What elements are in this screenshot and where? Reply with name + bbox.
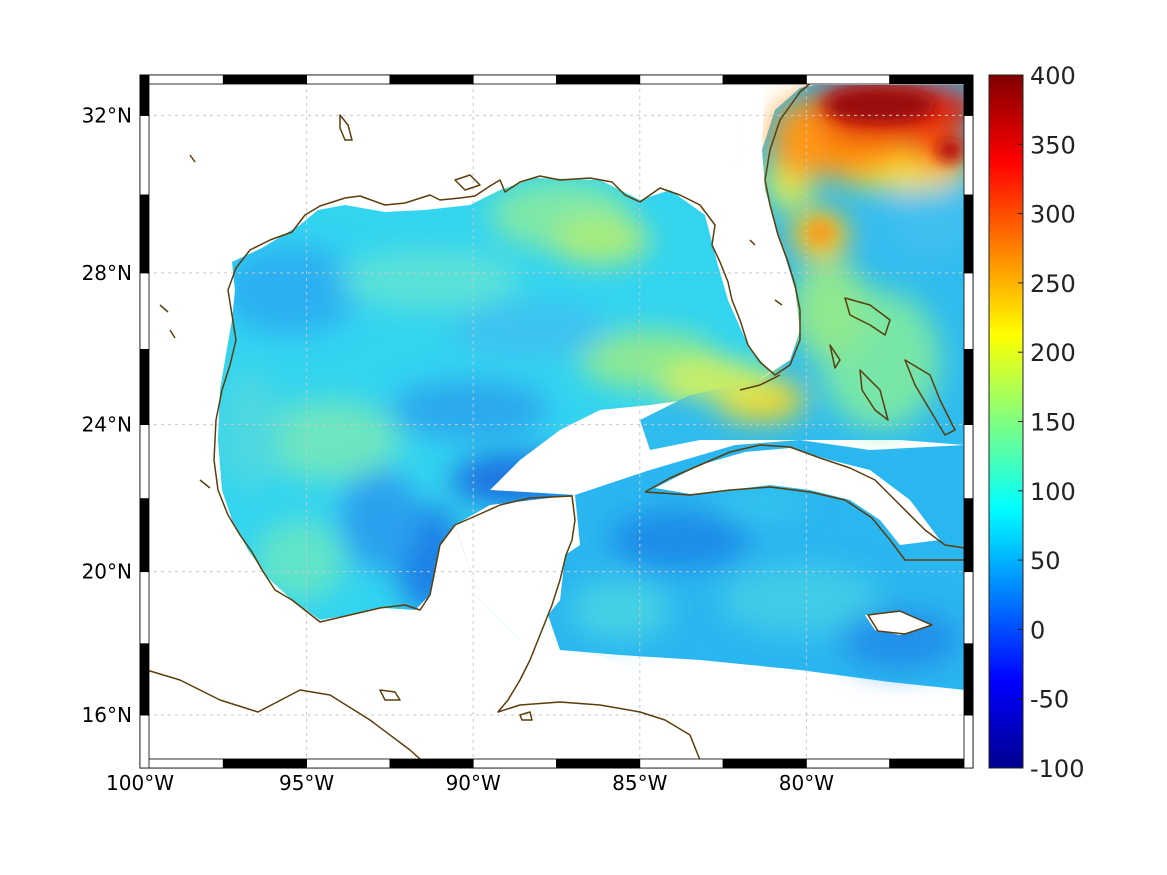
- frame-top-segment: [806, 74, 891, 85]
- frame-left-segment: [139, 498, 150, 573]
- frame-bottom-segment: [889, 758, 974, 769]
- latitude-labels: 32°N 28°N 24°N 20°N 16°N: [82, 103, 132, 727]
- lon-tick-label: 80°W: [779, 771, 834, 795]
- atlantic-field: [640, 80, 973, 450]
- frame-right-segment: [963, 714, 974, 769]
- lat-tick-label: 32°N: [82, 103, 132, 127]
- frame-right-segment: [963, 194, 974, 274]
- colorbar-label: 250: [1030, 270, 1076, 298]
- colorbar-label: -50: [1030, 686, 1069, 714]
- lon-tick-label: 95°W: [279, 771, 334, 795]
- frame-right-segment: [963, 643, 974, 716]
- colorbar: [988, 74, 1024, 769]
- colorbar-label: 350: [1030, 131, 1076, 159]
- frame-top-segment: [222, 74, 308, 85]
- frame-left-segment: [139, 272, 150, 350]
- longitude-labels: 100°W 95°W 90°W 85°W 80°W: [106, 771, 834, 795]
- frame-left-segment: [139, 643, 150, 716]
- map-frame: [139, 74, 974, 769]
- graticule-grid: [140, 75, 973, 768]
- frame-top-segment: [472, 74, 557, 85]
- lat-tick-label: 20°N: [82, 560, 132, 584]
- lat-tick-label: 16°N: [82, 703, 132, 727]
- frame-left-segment: [139, 194, 150, 274]
- frame-bottom-segment: [139, 758, 224, 769]
- colorbar-label: 100: [1030, 478, 1076, 506]
- lat-tick-label: 28°N: [82, 261, 132, 285]
- colorbar-label: 300: [1030, 201, 1076, 229]
- frame-left-segment: [139, 74, 150, 116]
- colorbar-label: 150: [1030, 409, 1076, 437]
- frame-bottom-segment: [722, 758, 807, 769]
- frame-bottom-segment: [389, 758, 474, 769]
- lon-tick-label: 85°W: [612, 771, 667, 795]
- frame-top-segment: [139, 74, 224, 85]
- lat-tick-label: 24°N: [82, 413, 132, 437]
- frame-top-segment: [639, 74, 724, 85]
- frame-top-segment: [722, 74, 807, 85]
- colorbar-label: 50: [1030, 547, 1061, 575]
- frame-right-segment: [963, 348, 974, 425]
- colorbar-tick-labels: 400 350 300 250 200 150 100 50 0 -50 -100: [1018, 62, 1084, 783]
- frame-bottom-segment: [556, 758, 641, 769]
- frame-left-segment: [139, 115, 150, 196]
- frame-right-segment: [963, 424, 974, 500]
- data-field: [140, 75, 973, 768]
- colorbar-label: 200: [1030, 339, 1076, 367]
- lon-tick-label: 90°W: [446, 771, 501, 795]
- frame-right-segment: [963, 74, 974, 116]
- frame-right-segment: [963, 272, 974, 350]
- frame-bottom-segment: [639, 758, 724, 769]
- frame-top-segment: [556, 74, 641, 85]
- colorbar-label: -100: [1030, 755, 1084, 783]
- frame-left-segment: [139, 714, 150, 769]
- lon-tick-label: 100°W: [106, 771, 174, 795]
- frame-left-segment: [139, 571, 150, 645]
- frame-right-segment: [963, 571, 974, 645]
- frame-top-segment: [306, 74, 391, 85]
- frame-bottom-segment: [306, 758, 391, 769]
- colorbar-label: 0: [1030, 616, 1045, 644]
- frame-right-segment: [963, 115, 974, 196]
- coastlines: [139, 74, 966, 769]
- frame-top-segment: [889, 74, 974, 85]
- frame-left-segment: [139, 348, 150, 425]
- frame-bottom-segment: [806, 758, 891, 769]
- frame-right-segment: [963, 498, 974, 573]
- frame-bottom-segment: [222, 758, 308, 769]
- frame-left-segment: [139, 424, 150, 500]
- frame-top-segment: [389, 74, 474, 85]
- frame-bottom-segment: [472, 758, 557, 769]
- colorbar-label: 400: [1030, 62, 1076, 90]
